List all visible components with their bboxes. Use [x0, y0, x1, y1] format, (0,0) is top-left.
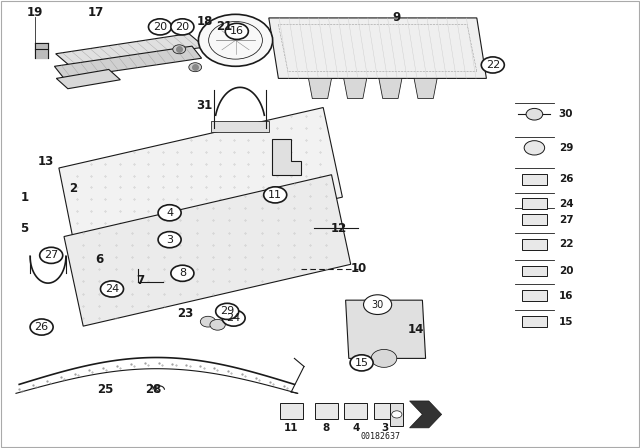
Polygon shape: [54, 46, 202, 78]
Polygon shape: [344, 78, 367, 99]
Polygon shape: [211, 121, 269, 132]
Bar: [522, 316, 547, 327]
Text: 8: 8: [323, 423, 330, 433]
Circle shape: [40, 247, 63, 263]
Polygon shape: [346, 300, 426, 358]
Text: 21: 21: [216, 20, 232, 34]
Circle shape: [189, 63, 202, 72]
Circle shape: [350, 355, 373, 371]
Circle shape: [222, 310, 245, 326]
Text: 30: 30: [559, 109, 573, 119]
Text: 22: 22: [559, 239, 573, 249]
Circle shape: [158, 232, 181, 248]
Circle shape: [524, 141, 545, 155]
Text: 16: 16: [230, 26, 244, 36]
Circle shape: [100, 281, 124, 297]
Circle shape: [148, 19, 172, 35]
Text: 15: 15: [355, 358, 369, 368]
Text: 3: 3: [381, 423, 389, 433]
Text: 4: 4: [166, 208, 173, 218]
Polygon shape: [272, 139, 301, 175]
Text: 00182637: 00182637: [361, 432, 401, 441]
Text: 27: 27: [44, 250, 58, 260]
Text: 8: 8: [179, 268, 186, 278]
Bar: [315, 403, 338, 419]
Text: 30: 30: [371, 300, 384, 310]
Text: 16: 16: [559, 291, 573, 301]
Polygon shape: [56, 34, 205, 66]
Text: 24: 24: [105, 284, 119, 294]
Text: 14: 14: [408, 323, 424, 336]
Polygon shape: [269, 18, 486, 78]
Bar: [522, 214, 547, 225]
Polygon shape: [56, 69, 120, 89]
Polygon shape: [390, 403, 403, 426]
Text: 31: 31: [196, 99, 213, 112]
Circle shape: [30, 319, 53, 335]
Circle shape: [210, 319, 225, 330]
Polygon shape: [59, 108, 342, 258]
Text: 23: 23: [177, 307, 194, 320]
Text: 26: 26: [35, 322, 49, 332]
Circle shape: [158, 205, 181, 221]
Text: 26: 26: [559, 174, 573, 184]
Text: 10: 10: [350, 262, 367, 276]
Text: 11: 11: [268, 190, 282, 200]
Polygon shape: [410, 401, 442, 428]
Text: 6: 6: [95, 253, 103, 267]
Circle shape: [171, 19, 194, 35]
Text: 13: 13: [38, 155, 54, 168]
Circle shape: [264, 187, 287, 203]
Text: 7: 7: [137, 273, 145, 287]
Bar: [344, 403, 367, 419]
Text: 29: 29: [220, 306, 234, 316]
Bar: [522, 239, 547, 250]
Polygon shape: [414, 78, 437, 99]
Text: 11: 11: [284, 423, 298, 433]
Polygon shape: [64, 175, 351, 326]
Bar: [374, 403, 397, 419]
Circle shape: [198, 14, 273, 66]
Circle shape: [371, 349, 397, 367]
Circle shape: [216, 303, 239, 319]
Circle shape: [173, 45, 186, 54]
Text: 24: 24: [559, 199, 573, 209]
Bar: [522, 266, 547, 276]
Circle shape: [225, 23, 248, 39]
Text: 18: 18: [196, 15, 213, 28]
Circle shape: [392, 411, 402, 418]
Text: 9: 9: [393, 11, 401, 25]
Bar: [522, 174, 547, 185]
Text: 20: 20: [153, 22, 167, 32]
Text: 20: 20: [175, 22, 189, 32]
Text: 1: 1: [20, 190, 28, 204]
Text: 4: 4: [352, 423, 360, 433]
Text: 25: 25: [97, 383, 114, 396]
Text: 22: 22: [486, 60, 500, 70]
Text: 24: 24: [227, 313, 241, 323]
Circle shape: [481, 57, 504, 73]
Text: 15: 15: [559, 317, 573, 327]
Circle shape: [364, 295, 392, 314]
Text: 27: 27: [559, 215, 573, 224]
Circle shape: [171, 265, 194, 281]
Polygon shape: [308, 78, 332, 99]
Text: 17: 17: [88, 6, 104, 19]
Text: 19: 19: [27, 6, 44, 19]
Circle shape: [200, 316, 216, 327]
Bar: [280, 403, 303, 419]
Text: 28: 28: [145, 383, 162, 396]
Bar: [522, 290, 547, 301]
Bar: [522, 198, 547, 209]
Text: 2: 2: [70, 181, 77, 195]
Text: 29: 29: [559, 143, 573, 153]
Text: 20: 20: [559, 266, 573, 276]
Text: 5: 5: [20, 222, 28, 235]
Polygon shape: [379, 78, 402, 99]
Text: 3: 3: [166, 235, 173, 245]
Circle shape: [526, 108, 543, 120]
Text: 12: 12: [331, 222, 348, 235]
